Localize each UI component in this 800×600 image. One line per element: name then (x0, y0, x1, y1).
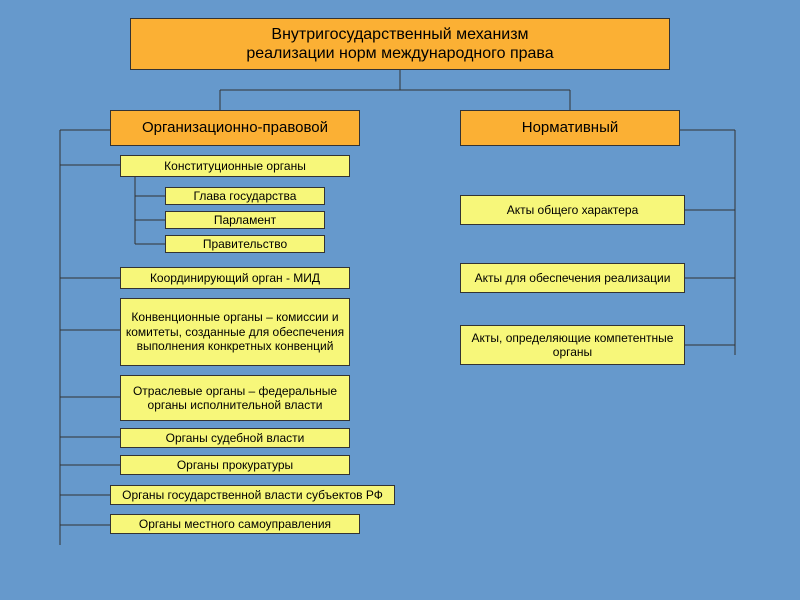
regional-box: Органы государственной власти субъектов … (110, 485, 395, 505)
local-label: Органы местного самоуправления (139, 517, 331, 531)
title-box: Внутригосударственный механизм реализаци… (130, 18, 670, 70)
sectoral-label: Отраслевые органы – федеральные органы и… (133, 384, 337, 413)
government-box: Правительство (165, 235, 325, 253)
right-branch-box: Нормативный (460, 110, 680, 146)
head-state-box: Глава государства (165, 187, 325, 205)
conventional-label: Конвенционные органы – комиссии и комите… (125, 310, 345, 353)
parliament-box: Парламент (165, 211, 325, 229)
prosecutor-label: Органы прокуратуры (177, 458, 293, 472)
title-text: Внутригосударственный механизм реализаци… (246, 25, 553, 63)
judicial-box: Органы судебной власти (120, 428, 350, 448)
implementation-acts-label: Акты для обеспечения реализации (475, 271, 671, 285)
prosecutor-box: Органы прокуратуры (120, 455, 350, 475)
competent-acts-label: Акты, определяющие компетентные органы (465, 331, 680, 360)
mid-label: Координирующий орган - МИД (150, 271, 320, 285)
head-state-label: Глава государства (194, 189, 297, 203)
left-branch-box: Организационно-правовой (110, 110, 360, 146)
general-acts-box: Акты общего характера (460, 195, 685, 225)
sectoral-box: Отраслевые органы – федеральные органы и… (120, 375, 350, 421)
general-acts-label: Акты общего характера (507, 203, 639, 217)
const-organs-label: Конституционные органы (164, 159, 306, 173)
mid-box: Координирующий орган - МИД (120, 267, 350, 289)
right-branch-label: Нормативный (522, 119, 619, 137)
implementation-acts-box: Акты для обеспечения реализации (460, 263, 685, 293)
judicial-label: Органы судебной власти (166, 431, 305, 445)
parliament-label: Парламент (214, 213, 276, 227)
regional-label: Органы государственной власти субъектов … (122, 488, 383, 502)
government-label: Правительство (203, 237, 287, 251)
left-branch-label: Организационно-правовой (142, 119, 328, 137)
conventional-box: Конвенционные органы – комиссии и комите… (120, 298, 350, 366)
competent-acts-box: Акты, определяющие компетентные органы (460, 325, 685, 365)
local-box: Органы местного самоуправления (110, 514, 360, 534)
const-organs-box: Конституционные органы (120, 155, 350, 177)
